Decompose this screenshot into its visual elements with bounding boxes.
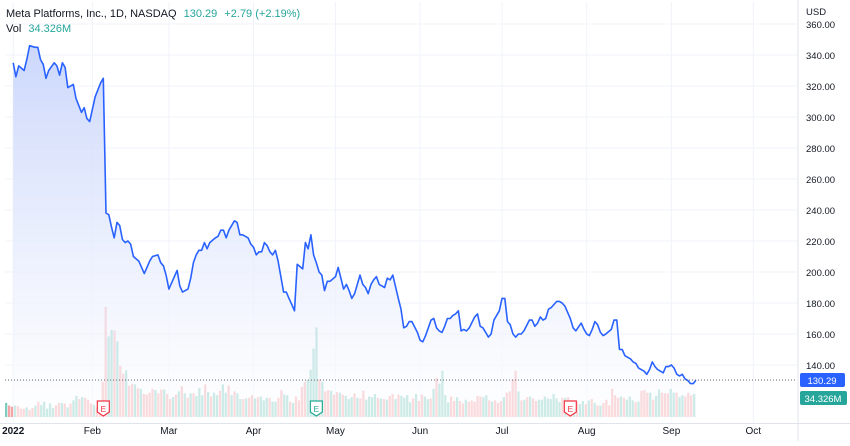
x-tick-label: Apr	[246, 426, 262, 437]
earnings-marker-label: E	[314, 404, 320, 414]
price-change: +2.79 (+2.19%)	[224, 8, 301, 20]
last-volume-tag-text: 34.326M	[805, 394, 842, 405]
y-tick-label: 300.00	[806, 113, 835, 124]
legend-volume-row: Vol 34.326M	[6, 22, 300, 37]
symbol-title: Meta Platforms, Inc., 1D, NASDAQ	[6, 8, 177, 20]
currency-label: USD	[806, 7, 826, 18]
x-tick-label: May	[326, 426, 345, 437]
volume-bar	[5, 402, 8, 417]
x-tick-label: Mar	[160, 426, 178, 437]
earnings-marker[interactable]: E	[309, 400, 323, 417]
earnings-marker-shape	[96, 400, 110, 417]
x-tick-label: Oct	[746, 426, 762, 437]
y-tick-label: 200.00	[806, 268, 835, 279]
y-tick-label: 160.00	[806, 330, 835, 341]
y-tick-label: 220.00	[806, 237, 835, 248]
last-price-tag	[800, 373, 845, 388]
last-price: 130.29	[183, 8, 218, 20]
earnings-marker[interactable]: E	[563, 400, 577, 417]
earnings-marker-shape	[563, 400, 577, 417]
y-tick-label: 320.00	[806, 82, 835, 93]
earnings-marker-label: E	[567, 404, 573, 414]
price-line	[12, 44, 697, 385]
volume-value: 34.326M	[28, 23, 72, 35]
last-price-tag-text: 130.29	[807, 376, 836, 387]
earnings-marker-shape	[309, 400, 323, 417]
earnings-marker[interactable]: E	[96, 400, 110, 417]
earnings-marker-label: E	[100, 404, 106, 414]
y-tick-label: 280.00	[806, 144, 835, 155]
y-tick-label: 340.00	[806, 51, 835, 62]
last-volume-tag	[800, 391, 847, 405]
chart-legend: Meta Platforms, Inc., 1D, NASDAQ 130.29 …	[6, 7, 300, 37]
x-tick-label: Sep	[662, 426, 680, 437]
x-tick-label: Jun	[412, 426, 428, 437]
x-tick-label: Jul	[496, 426, 509, 437]
y-tick-label: 140.00	[806, 361, 835, 372]
volume-bar	[10, 406, 14, 417]
volume-label: Vol	[6, 23, 22, 35]
x-tick-label: Aug	[578, 426, 596, 437]
legend-symbol-row: Meta Platforms, Inc., 1D, NASDAQ 130.29 …	[6, 7, 300, 22]
y-tick-label: 240.00	[806, 206, 835, 217]
x-tick-label: 2022	[2, 426, 25, 437]
y-tick-label: 260.00	[806, 175, 835, 186]
x-tick-label: Feb	[84, 426, 102, 437]
y-tick-label: 180.00	[806, 299, 835, 310]
y-tick-label: 360.00	[806, 20, 835, 31]
volume-bar	[7, 405, 11, 417]
